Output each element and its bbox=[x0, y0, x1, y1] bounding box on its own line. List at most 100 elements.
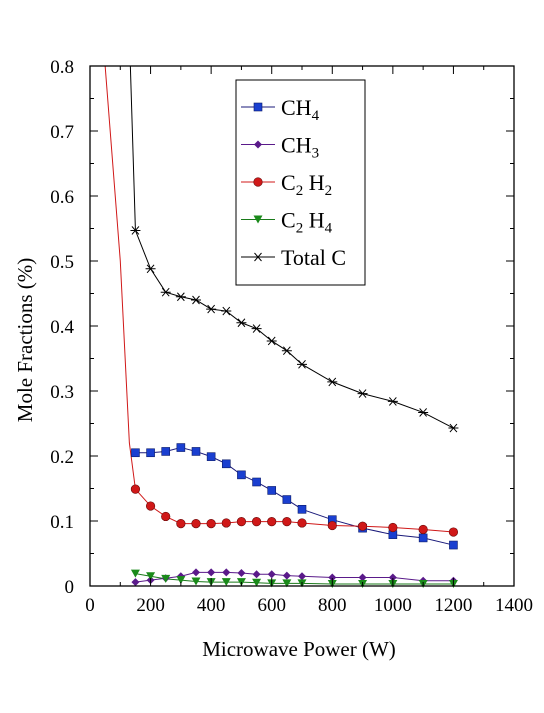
y-tick-label: 0.6 bbox=[50, 187, 74, 208]
legend-item-c2h4: C2 H4 bbox=[241, 208, 333, 237]
point-c2h2 bbox=[130, 484, 141, 494]
point-ch4 bbox=[146, 448, 155, 458]
point-ch3 bbox=[222, 568, 231, 577]
legend-marker bbox=[253, 215, 263, 224]
point-c2h2 bbox=[161, 511, 171, 522]
point-ch4 bbox=[282, 495, 292, 504]
legend-marker bbox=[253, 252, 263, 262]
point-ch4 bbox=[267, 486, 277, 495]
point-c2h2 bbox=[206, 518, 216, 529]
x-tick-label: 0 bbox=[85, 595, 95, 616]
point-ch4 bbox=[161, 447, 171, 456]
point-total-c bbox=[418, 408, 429, 417]
point-total-c bbox=[145, 264, 156, 274]
y-tick-label: 0.5 bbox=[50, 252, 74, 273]
point-total-c bbox=[206, 304, 217, 314]
legend-label: C2 H4 bbox=[281, 208, 333, 237]
point-total-c bbox=[251, 324, 262, 333]
point-c2h2 bbox=[236, 517, 247, 527]
point-c2h4 bbox=[130, 569, 140, 578]
series-line-ch4 bbox=[135, 447, 454, 546]
y-tick-label: 0 bbox=[65, 577, 75, 598]
point-ch3 bbox=[298, 572, 306, 581]
x-tick-label: 600 bbox=[257, 595, 286, 616]
point-c2h2 bbox=[448, 527, 459, 537]
legend-marker bbox=[254, 140, 262, 149]
point-total-c bbox=[281, 346, 292, 356]
point-ch3 bbox=[267, 570, 276, 579]
point-ch3 bbox=[237, 569, 246, 577]
point-ch3 bbox=[192, 568, 200, 577]
point-c2h2 bbox=[357, 521, 368, 531]
point-total-c bbox=[327, 377, 338, 387]
point-c2h2 bbox=[267, 517, 277, 527]
point-c2h2 bbox=[327, 520, 337, 531]
point-c2h2 bbox=[388, 522, 398, 533]
point-total-c bbox=[130, 226, 141, 235]
x-tick-label: 400 bbox=[197, 595, 226, 616]
point-c2h2 bbox=[297, 518, 307, 528]
point-ch3 bbox=[131, 578, 140, 587]
point-c2h4 bbox=[282, 579, 292, 588]
y-tick-label: 0.2 bbox=[50, 447, 74, 468]
y-tick-label: 0.1 bbox=[50, 512, 74, 533]
point-total-c bbox=[266, 336, 277, 346]
point-c2h2 bbox=[251, 517, 262, 527]
point-total-c bbox=[448, 423, 459, 433]
point-ch4 bbox=[191, 447, 201, 456]
y-tick-label: 0.3 bbox=[50, 382, 74, 403]
point-ch4 bbox=[131, 448, 140, 458]
y-axis-label: Mole Fractions (%) bbox=[13, 258, 37, 422]
point-ch3 bbox=[328, 573, 337, 582]
point-ch4 bbox=[418, 533, 428, 543]
point-total-c bbox=[236, 318, 247, 328]
point-c2h2 bbox=[176, 518, 186, 529]
x-axis-label: Microwave Power (W) bbox=[202, 637, 396, 661]
x-tick-label: 1200 bbox=[434, 595, 472, 616]
point-c2h4 bbox=[252, 578, 262, 587]
point-ch3 bbox=[207, 568, 216, 577]
point-c2h4 bbox=[221, 578, 231, 587]
y-tick-label: 0.7 bbox=[50, 122, 74, 143]
y-tick-label: 0.8 bbox=[50, 57, 74, 78]
point-ch4 bbox=[449, 540, 458, 550]
series-line-total-c bbox=[129, 66, 454, 429]
point-ch3 bbox=[388, 573, 397, 582]
x-tick-label: 800 bbox=[318, 595, 347, 616]
point-ch4 bbox=[252, 477, 261, 487]
x-tick-label: 200 bbox=[136, 595, 165, 616]
point-c2h2 bbox=[418, 524, 428, 535]
legend-item-c2h2: C2 H2 bbox=[241, 170, 332, 199]
markers-layer bbox=[130, 226, 459, 589]
point-c2h2 bbox=[221, 518, 231, 528]
point-total-c bbox=[387, 397, 398, 406]
x-tick-label: 1400 bbox=[495, 595, 533, 616]
point-c2h2 bbox=[191, 518, 201, 529]
point-total-c bbox=[297, 360, 307, 369]
point-ch3 bbox=[358, 573, 367, 582]
legend-marker bbox=[253, 102, 263, 112]
point-c2h4 bbox=[161, 574, 171, 583]
point-c2h4 bbox=[146, 572, 156, 581]
legend-label: Total C bbox=[281, 245, 346, 270]
point-total-c bbox=[191, 295, 201, 305]
legend-item-total-c: Total C bbox=[241, 245, 346, 270]
point-ch4 bbox=[297, 504, 307, 514]
point-ch4 bbox=[237, 470, 246, 480]
legend-marker bbox=[253, 177, 263, 187]
x-tick-label: 1000 bbox=[374, 595, 412, 616]
point-c2h4 bbox=[176, 576, 186, 585]
point-total-c bbox=[175, 292, 186, 302]
point-total-c bbox=[221, 306, 232, 316]
point-c2h2 bbox=[145, 501, 156, 511]
y-tick-label: 0.4 bbox=[50, 317, 74, 338]
point-ch3 bbox=[252, 570, 261, 579]
point-ch4 bbox=[206, 452, 216, 461]
point-c2h2 bbox=[282, 517, 292, 527]
point-total-c bbox=[357, 389, 368, 398]
legend-label: C2 H2 bbox=[281, 170, 332, 199]
point-ch4 bbox=[176, 443, 186, 452]
point-c2h4 bbox=[191, 577, 201, 586]
